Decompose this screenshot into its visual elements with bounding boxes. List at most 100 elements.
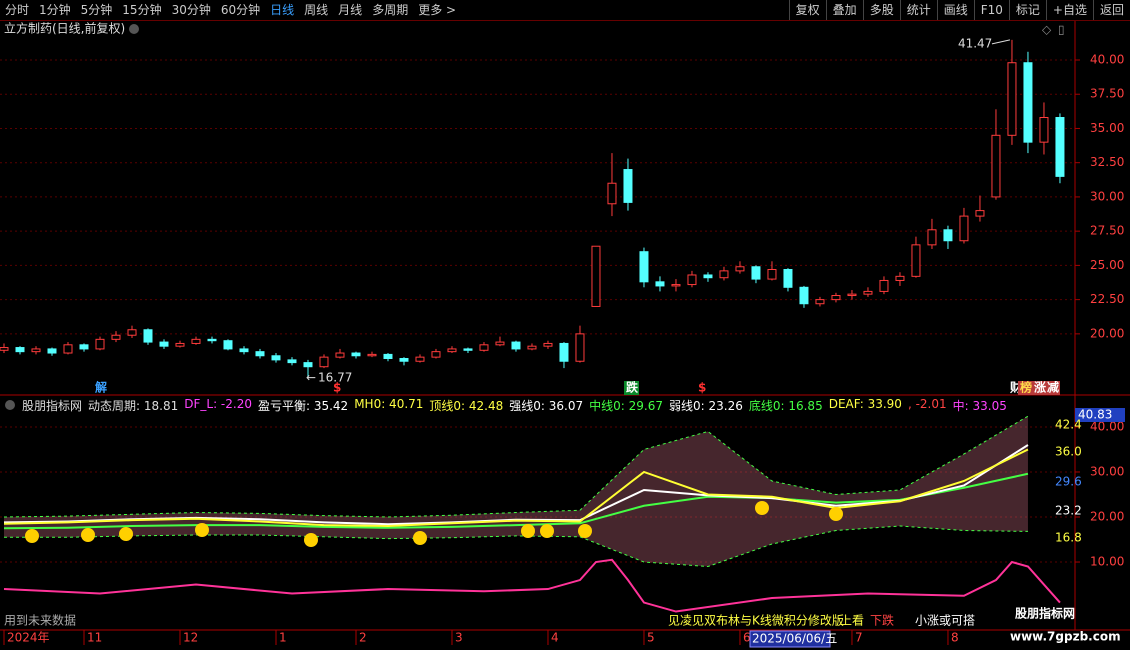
period-tab[interactable]: 1分钟	[39, 3, 71, 17]
indicator-value: 股朋指标网	[22, 399, 83, 413]
y-tick-label: 35.00	[1090, 121, 1124, 135]
x-tick-label: 5	[647, 631, 655, 645]
candle-body	[159, 341, 169, 347]
annotation: 涨	[1034, 380, 1046, 395]
indicator-value: 中线0: 29.67	[589, 399, 663, 413]
signal-icon	[413, 531, 427, 545]
y-tick-label: 40.00	[1090, 419, 1124, 433]
candle-body	[671, 284, 681, 287]
x-tick-label: 3	[455, 631, 463, 645]
period-tab[interactable]: 分时	[5, 3, 30, 17]
note: 见凌见双布林与K线微积分修改版	[668, 613, 844, 628]
candle-body	[559, 342, 569, 362]
period-tab[interactable]: 更多 >	[418, 3, 457, 17]
signal-icon	[25, 529, 39, 543]
candle-body	[415, 356, 425, 362]
x-tick-label: 1	[279, 631, 287, 645]
end-label: 42.4	[1055, 418, 1082, 432]
stock-title: 立方制药(日线,前复权)	[4, 21, 125, 36]
x-tick-label: 7	[855, 631, 863, 645]
signal-icon	[119, 527, 133, 541]
period-tab[interactable]: 周线	[304, 3, 329, 17]
end-label: 29.6	[1055, 475, 1082, 489]
y-tick-label: 20.00	[1090, 510, 1124, 524]
candle-body	[399, 358, 409, 362]
candle-body	[15, 347, 25, 353]
signal-icon	[540, 524, 554, 538]
indicator-line	[3, 558, 1061, 613]
signal-icon	[304, 533, 318, 547]
indicator-value: DF_L: -2.20	[184, 397, 252, 411]
tool-button[interactable]: F10	[973, 0, 1009, 20]
candle-body	[735, 266, 745, 272]
candle-body	[303, 362, 313, 368]
indicator-value: 动态周期: 18.81	[88, 399, 179, 413]
candle-body	[815, 299, 825, 305]
candle-body	[191, 338, 201, 344]
end-label: 36.0	[1055, 445, 1082, 459]
candle-body	[527, 345, 537, 350]
candle-body	[623, 169, 633, 203]
y-tick-label: 40.00	[1090, 52, 1124, 66]
period-tab[interactable]: 60分钟	[220, 3, 261, 17]
indicator-line	[3, 415, 1029, 518]
low-arrow: ←	[306, 371, 316, 385]
candle-body	[975, 210, 985, 217]
title-icon[interactable]	[129, 24, 139, 34]
indicator-value: , -2.01	[907, 397, 947, 411]
candle-body	[687, 274, 697, 286]
annotation: 跌	[626, 380, 639, 395]
candle-body	[847, 293, 857, 297]
period-tab[interactable]: 30分钟	[171, 3, 211, 17]
candle-body	[351, 352, 361, 357]
tool-button[interactable]: +自选	[1045, 0, 1093, 20]
period-tab[interactable]: 多周期	[372, 3, 409, 17]
indicator-line	[3, 472, 1029, 530]
tool-button[interactable]: 画线	[936, 0, 974, 20]
tool-button[interactable]: 标记	[1008, 0, 1046, 20]
candle-body	[719, 270, 729, 279]
annotation: 榜	[1020, 380, 1032, 395]
candle-body	[991, 134, 1001, 198]
y-tick-label: 27.50	[1090, 224, 1124, 238]
period-tab[interactable]: 15分钟	[122, 3, 162, 17]
period-tab[interactable]: 5分钟	[80, 3, 113, 17]
candle-body	[767, 268, 777, 280]
toolbar: 分时 1分钟 5分钟 15分钟 30分钟 60分钟 日线 周线 月线 多周期 更多 > 复权 叠加 多股统…	[0, 0, 1130, 21]
candle-body	[47, 348, 57, 354]
candle-body	[0, 347, 9, 351]
x-tick-label: 8	[951, 631, 959, 645]
candle-body	[31, 348, 41, 353]
indicator-icon[interactable]	[5, 400, 15, 410]
period-tab[interactable]: 日线	[270, 3, 295, 17]
tool-button[interactable]: 统计	[899, 0, 937, 20]
tool-button[interactable]: 多股	[862, 0, 900, 20]
tool-button[interactable]: 返回	[1092, 0, 1130, 20]
candle-body	[1023, 62, 1033, 143]
candle-body	[479, 344, 489, 351]
candle-body	[143, 329, 153, 343]
candle-body	[79, 344, 89, 350]
annotation: 解	[95, 380, 107, 395]
candle-body	[783, 268, 793, 288]
indicator-value: 弱线0: 23.26	[669, 399, 743, 413]
note: 用到未来数据	[4, 613, 76, 628]
indicator-header: 股朋指标网 动态周期: 18.81 DF_L: -2.20 盈亏平衡: 35.42 MH…	[4, 397, 1007, 414]
candle-body	[943, 229, 953, 242]
candle-body	[591, 245, 601, 307]
diamond-icon[interactable]: ◇	[1042, 23, 1052, 37]
period-tab[interactable]: 月线	[338, 3, 363, 17]
y-tick-label: 37.50	[1090, 87, 1124, 101]
annotation: $	[698, 381, 706, 395]
indicator-line	[3, 448, 1029, 528]
panel-icon[interactable]: ▯	[1058, 23, 1065, 37]
candle-body	[751, 266, 761, 280]
candle-body	[319, 356, 329, 368]
tool-button[interactable]: 叠加	[825, 0, 863, 20]
tool-button[interactable]: 复权	[788, 0, 826, 20]
y-tick-label: 30.00	[1090, 189, 1124, 203]
candle-body	[639, 251, 649, 283]
candle-body	[1039, 117, 1049, 143]
